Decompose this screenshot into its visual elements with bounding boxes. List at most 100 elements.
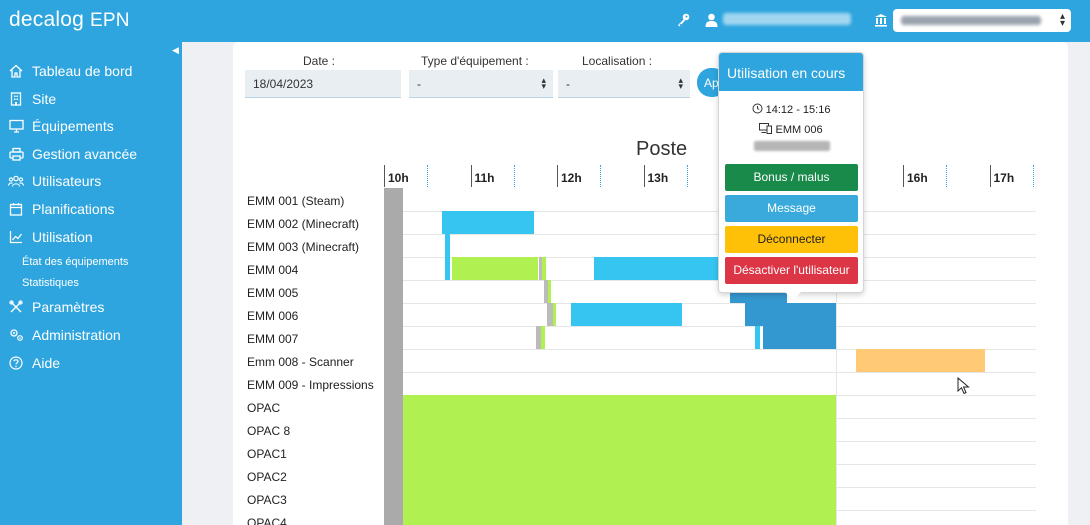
disconnect-button[interactable]: Déconnecter	[725, 226, 858, 253]
usage-bar[interactable]	[403, 464, 836, 487]
building-icon	[8, 91, 24, 107]
date-value: 18/04/2023	[253, 77, 314, 91]
usage-bar[interactable]	[856, 349, 985, 372]
usage-bar[interactable]	[442, 211, 534, 234]
usage-bar[interactable]	[553, 303, 556, 326]
home-icon	[8, 63, 24, 79]
popover-user	[754, 141, 830, 151]
popover-device: EMM 006	[719, 123, 863, 136]
sidebar-item-planifications[interactable]: Planifications	[0, 196, 182, 222]
sidebar-item-parametres[interactable]: Paramètres	[0, 294, 182, 320]
usage-bar[interactable]	[541, 326, 545, 349]
sidebar-item-label: Gestion avancée	[32, 146, 138, 162]
row-divider	[384, 234, 1036, 235]
row-divider	[384, 303, 1036, 304]
usage-bar[interactable]	[745, 303, 836, 326]
row-divider	[384, 326, 1036, 327]
sidebar-item-label: Utilisateurs	[32, 173, 102, 189]
sidebar-item-dashboard[interactable]: Tableau de bord	[0, 58, 182, 84]
disable-user-button[interactable]: Désactiver l'utilisateur	[725, 257, 858, 284]
brand-name: decalog	[9, 8, 84, 31]
sidebar-item-gestion-avancee[interactable]: Gestion avancée	[0, 141, 182, 167]
hour-tick	[470, 165, 472, 187]
row-label: EMM 006	[247, 309, 299, 323]
usage-bar[interactable]	[403, 441, 836, 464]
half-hour-tick	[686, 165, 688, 187]
equipment-type-value: -	[417, 77, 421, 91]
row-label: OPAC1	[247, 447, 287, 461]
row-divider	[384, 372, 1036, 373]
half-hour-tick	[600, 165, 602, 187]
usage-bar[interactable]	[445, 234, 450, 257]
brand-logo[interactable]: decalog EPN	[9, 8, 130, 32]
hour-tick	[989, 165, 991, 187]
site-select-value	[901, 16, 1041, 25]
sidebar-item-equipements[interactable]: Équipements	[0, 113, 182, 139]
usage-bar[interactable]	[536, 326, 541, 349]
monitor-icon	[8, 118, 24, 134]
sidebar-item-label: Aide	[32, 355, 61, 371]
hour-tick	[557, 165, 558, 187]
row-label: OPAC4	[247, 516, 287, 525]
location-value: -	[566, 77, 570, 91]
sidebar-item-administration[interactable]: Administration	[0, 322, 182, 348]
usage-bar[interactable]	[403, 510, 836, 525]
bonus-malus-button[interactable]: Bonus / malus	[725, 164, 858, 191]
sidebar-item-label: Site	[32, 91, 57, 107]
sidebar-item-label: Tableau de bord	[32, 63, 133, 79]
usage-bar[interactable]	[539, 257, 542, 280]
gears-icon	[8, 327, 24, 343]
usage-bar[interactable]	[571, 303, 682, 326]
help-icon	[8, 355, 24, 371]
sidebar-subitem-etat-equipements[interactable]: État des équipements	[22, 256, 129, 268]
row-label: OPAC3	[247, 493, 287, 507]
printer-icon	[8, 146, 24, 162]
usage-bar[interactable]	[403, 395, 836, 418]
popover-device-value: EMM 006	[775, 124, 823, 136]
date-input[interactable]: 18/04/2023	[245, 70, 401, 98]
usage-bar[interactable]	[452, 257, 538, 280]
hour-label-16h: 16h	[907, 171, 928, 185]
row-label: OPAC2	[247, 470, 287, 484]
message-button[interactable]: Message	[725, 195, 858, 222]
equipment-type-select[interactable]: - ▴ ▾	[409, 70, 553, 98]
usage-bar[interactable]	[403, 487, 836, 510]
sidebar-item-site[interactable]: Site	[0, 86, 182, 112]
equipment-type-label: Type d'équipement :	[421, 54, 529, 68]
usage-bar[interactable]	[548, 280, 551, 303]
row-label: OPAC 8	[247, 424, 291, 438]
row-label: EMM 002 (Minecraft)	[247, 217, 360, 231]
user-name[interactable]	[723, 13, 851, 25]
hour-label-12h: 12h	[561, 171, 582, 185]
top-bar: decalog EPN ▴ ▾	[0, 0, 1090, 42]
usage-bar[interactable]	[547, 303, 553, 326]
key-icon[interactable]	[676, 13, 690, 27]
hour-label-17h: 17h	[993, 171, 1015, 185]
sidebar-item-label: Planifications	[32, 201, 115, 217]
sidebar-subitem-statistiques[interactable]: Statistiques	[22, 277, 79, 289]
usage-bar[interactable]	[445, 257, 450, 280]
select-caret-icon: ▴ ▾	[541, 75, 546, 91]
location-select[interactable]: - ▴ ▾	[558, 70, 690, 98]
popover-time: 14:12 - 15:16	[719, 103, 863, 116]
grid-line	[836, 188, 837, 525]
sidebar-item-utilisateurs[interactable]: Utilisateurs	[0, 168, 182, 194]
usage-popover: Utilisation en cours 14:12 - 15:16 EMM 0…	[718, 52, 864, 300]
location-label: Localisation :	[582, 54, 653, 68]
usage-bar[interactable]	[755, 326, 760, 349]
sidebar-item-aide[interactable]: Aide	[0, 350, 182, 376]
usage-bar[interactable]	[542, 257, 546, 280]
collapse-sidebar-icon[interactable]: ◀	[172, 45, 179, 55]
select-caret-icon: ▴ ▾	[678, 75, 683, 91]
row-label: EMM 003 (Minecraft)	[247, 240, 360, 254]
row-divider	[384, 280, 1036, 281]
usage-bar[interactable]	[544, 280, 548, 303]
usage-bar[interactable]	[403, 418, 836, 441]
sidebar-item-utilisation[interactable]: Utilisation	[0, 224, 182, 250]
usage-bar[interactable]	[763, 326, 836, 349]
user-icon	[705, 13, 718, 27]
site-select[interactable]: ▴ ▾	[893, 9, 1071, 32]
bank-icon	[875, 14, 887, 27]
usage-bar[interactable]	[594, 257, 718, 280]
row-label: OPAC	[247, 401, 281, 415]
